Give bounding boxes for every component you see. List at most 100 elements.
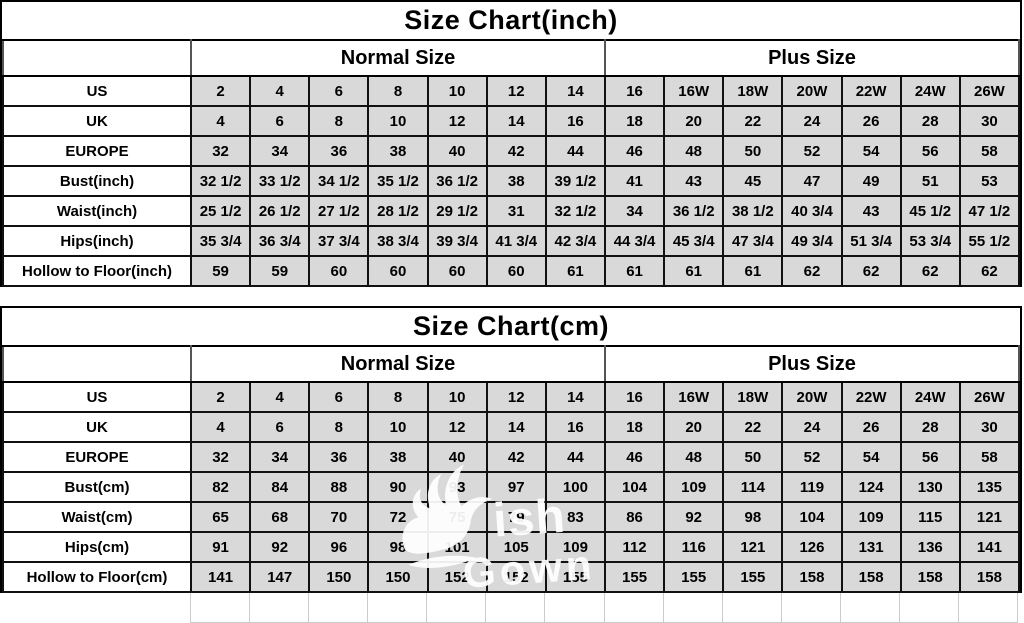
row-label: Waist(inch) (2, 195, 192, 227)
row-label: UK (2, 105, 192, 137)
size-cell: 104 (781, 501, 843, 533)
table-row: UK 4 6 8 10 12 14 16 18 20 22 24 26 28 30 (2, 105, 1021, 137)
size-cell: 152 (485, 561, 547, 593)
size-cell: 96 (308, 531, 370, 563)
size-cell: 10 (367, 105, 429, 137)
size-cell: 16 (544, 411, 606, 443)
size-cell: 150 (308, 561, 370, 593)
size-cell: 61 (603, 255, 666, 287)
row-label: Hips(inch) (2, 225, 192, 257)
size-cell: 56 (899, 441, 961, 473)
size-cell: 45 1/2 (899, 195, 961, 227)
size-cell: 30 (958, 411, 1021, 443)
table-row: Bust(inch) 32 1/2 33 1/2 34 1/2 35 1/2 36 1/2… (2, 165, 1021, 197)
size-cell: 83 (544, 501, 606, 533)
size-cell: 121 (958, 501, 1021, 533)
table-row: EUROPE 32 34 36 38 40 42 44 46 48 50 52 54 56 58 (2, 135, 1021, 167)
size-cell: 44 3/4 (603, 225, 666, 257)
size-cell: 24W (899, 381, 961, 413)
size-cell: 36 1/2 (663, 195, 725, 227)
size-cell: 36 3/4 (249, 225, 311, 257)
size-cell: 39 1/2 (544, 165, 606, 197)
corner-cell (2, 39, 192, 77)
size-cell: 90 (367, 471, 429, 503)
size-cell: 16W (663, 381, 725, 413)
size-cell: 28 1/2 (367, 195, 429, 227)
size-cell: 39 3/4 (426, 225, 488, 257)
size-cell: 47 (781, 165, 843, 197)
size-cell: 59 (189, 255, 252, 287)
size-cell: 84 (249, 471, 311, 503)
size-cell: 45 3/4 (663, 225, 725, 257)
size-cell: 61 (663, 255, 725, 287)
size-cell: 37 3/4 (308, 225, 370, 257)
size-cell: 60 (485, 255, 547, 287)
size-cell: 33 1/2 (249, 165, 311, 197)
size-cell: 10 (367, 411, 429, 443)
size-cell: 6 (249, 411, 311, 443)
size-cell: 112 (603, 531, 666, 563)
size-cell: 115 (899, 501, 961, 533)
table-row: EUROPE 32 34 36 38 40 42 44 46 48 50 52 54 56 58 (2, 441, 1021, 473)
size-cell: 91 (189, 531, 252, 563)
size-cell: 40 3/4 (781, 195, 843, 227)
size-cell: 38 (367, 135, 429, 167)
group-header: Plus Size (603, 345, 1021, 383)
row-label: US (2, 381, 192, 413)
size-cell: 121 (722, 531, 784, 563)
size-cell: 2 (189, 381, 252, 413)
size-cell: 12 (485, 381, 547, 413)
size-cell: 8 (367, 75, 429, 107)
size-cell: 100 (544, 471, 606, 503)
size-cell: 49 (840, 165, 902, 197)
size-cell: 68 (249, 501, 311, 533)
size-cell: 35 3/4 (189, 225, 252, 257)
size-cell: 14 (485, 105, 547, 137)
size-cell: 26W (958, 381, 1021, 413)
size-cell: 20W (781, 381, 843, 413)
size-cell: 155 (544, 561, 606, 593)
size-cell: 26 (840, 105, 902, 137)
size-cell: 62 (840, 255, 902, 287)
size-cell: 93 (426, 471, 488, 503)
size-cell: 114 (722, 471, 784, 503)
size-cell: 16 (544, 105, 606, 137)
size-cell: 48 (663, 441, 725, 473)
size-cell: 46 (603, 441, 666, 473)
size-cell: 92 (249, 531, 311, 563)
size-cell: 75 (426, 501, 488, 533)
row-label: US (2, 75, 192, 107)
size-cell: 10 (426, 381, 488, 413)
size-cell: 54 (840, 441, 902, 473)
size-cell: 41 3/4 (485, 225, 547, 257)
size-cell: 62 (958, 255, 1021, 287)
size-cell: 29 1/2 (426, 195, 488, 227)
size-cell: 70 (308, 501, 370, 533)
size-cell: 61 (722, 255, 784, 287)
size-cell: 20 (663, 105, 725, 137)
size-cell: 8 (308, 411, 370, 443)
size-cell: 18 (603, 105, 666, 137)
group-header: Normal Size (190, 345, 606, 383)
inch-table-grid: Normal Size Plus Size US 2 4 6 8 10 12 14 16 16W 18W… (2, 39, 1021, 287)
size-chart-cm-table: Size Chart(cm) Normal Size Plus Size US 2 4 6… (0, 306, 1022, 593)
row-label: Hips(cm) (2, 531, 192, 563)
size-cell: 30 (958, 105, 1021, 137)
size-cell: 62 (781, 255, 843, 287)
size-cell: 88 (308, 471, 370, 503)
size-cell: 119 (781, 471, 843, 503)
size-cell: 141 (958, 531, 1021, 563)
size-cell: 158 (899, 561, 961, 593)
size-cell: 25 1/2 (189, 195, 252, 227)
size-cell: 47 3/4 (722, 225, 784, 257)
size-cell: 158 (840, 561, 902, 593)
size-cell: 4 (249, 75, 311, 107)
size-cell: 40 (426, 135, 488, 167)
size-cell: 32 1/2 (189, 165, 252, 197)
size-cell: 6 (249, 105, 311, 137)
group-header-row: Normal Size Plus Size (2, 39, 1021, 77)
size-cell: 86 (603, 501, 666, 533)
size-cell: 40 (426, 441, 488, 473)
size-cell: 4 (189, 105, 252, 137)
group-header-row: Normal Size Plus Size (2, 345, 1021, 383)
